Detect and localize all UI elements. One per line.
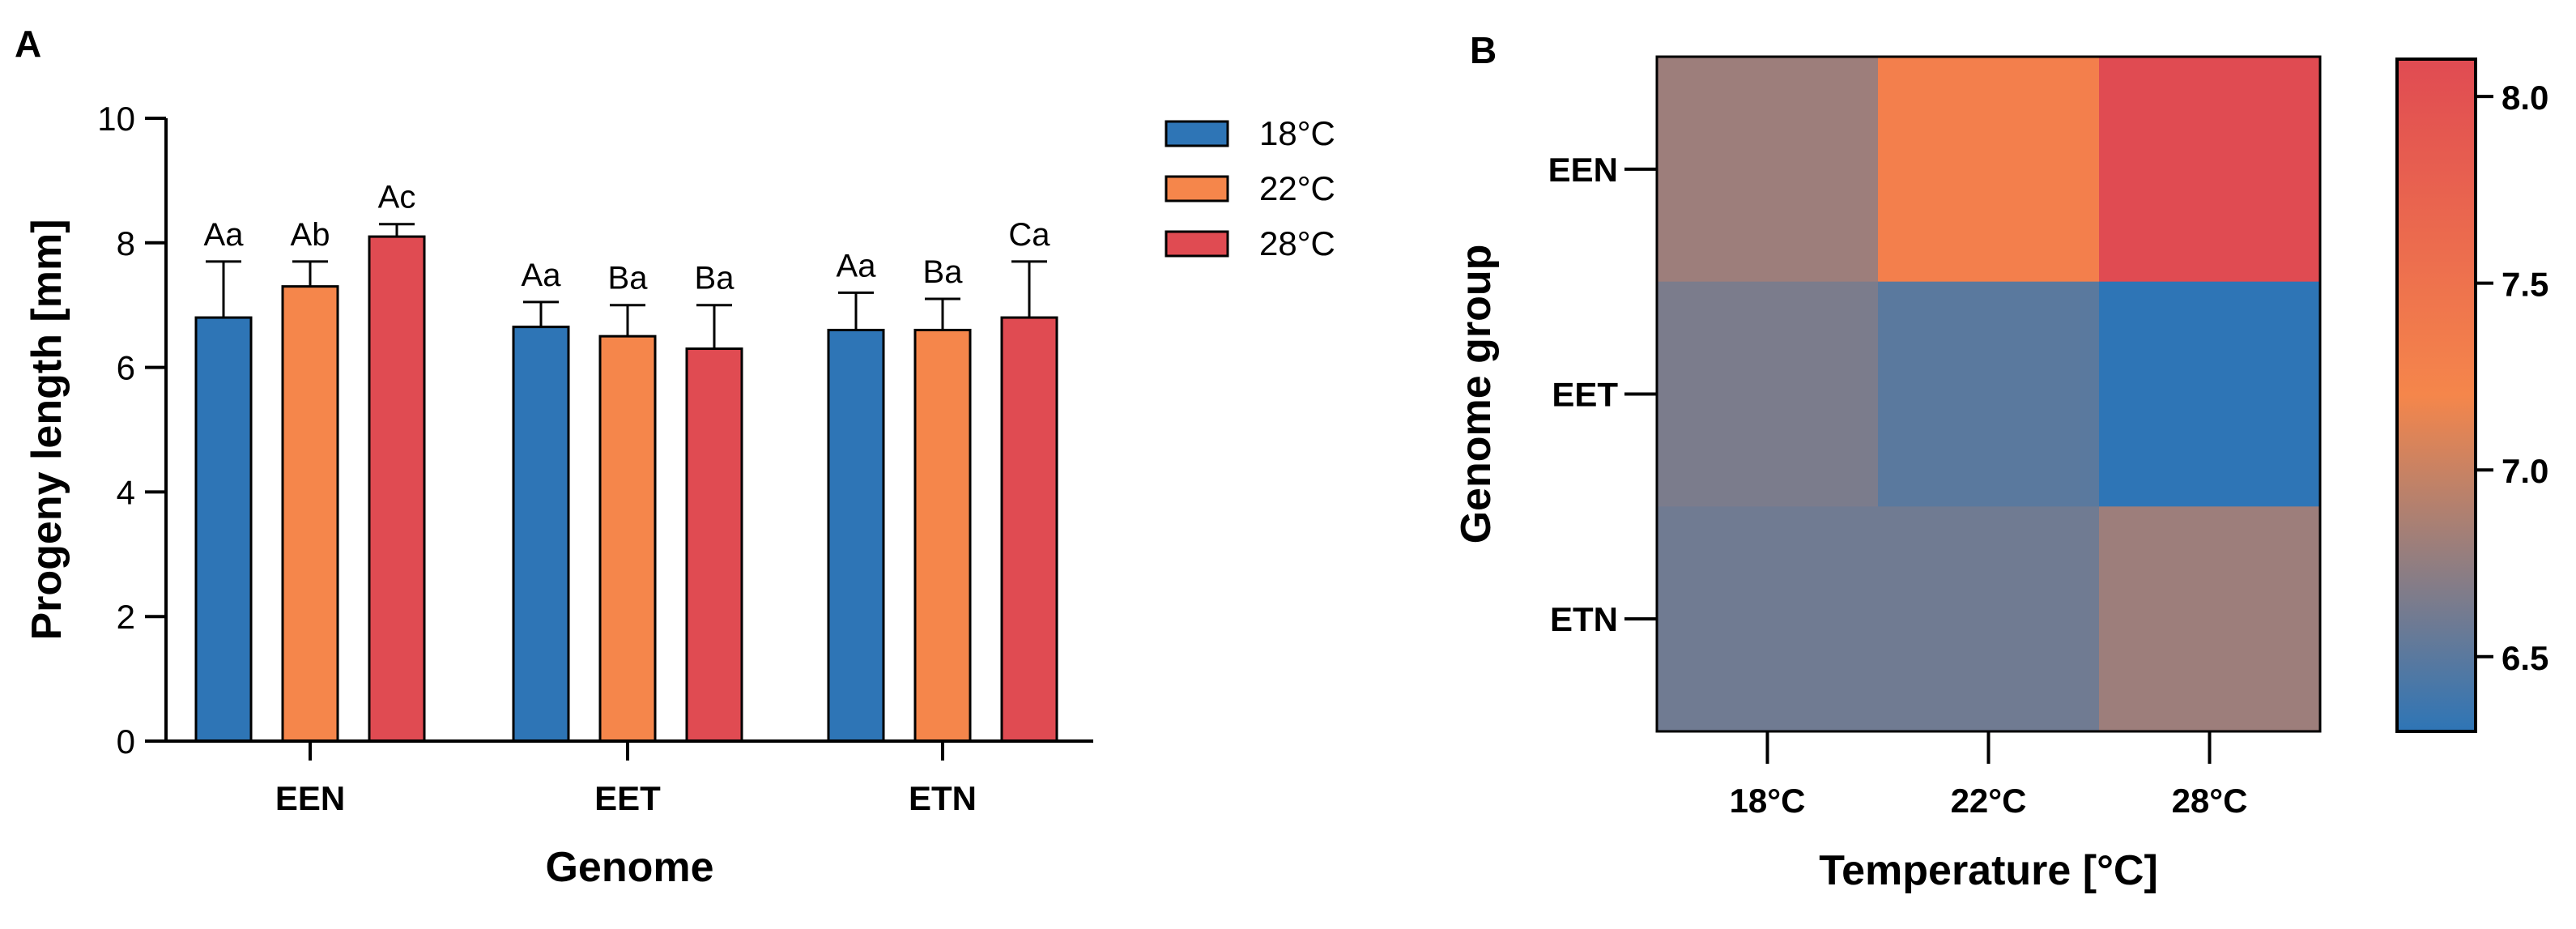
bar-een-1 bbox=[281, 285, 339, 743]
legend-label: 28°C bbox=[1259, 224, 1335, 262]
colorbar-tick-label: 8.0 bbox=[2501, 79, 2548, 117]
y-tick-label: 2 bbox=[117, 598, 135, 636]
y-tick-label: 8 bbox=[117, 224, 135, 262]
bar-eet-0 bbox=[512, 326, 570, 743]
heatmap-x-tick-label: 22°C bbox=[1951, 782, 2027, 820]
legend-swatch bbox=[1165, 120, 1229, 147]
heatmap-y-tick-label-eet: EET bbox=[1552, 376, 1618, 414]
heatmap-cell-etn-0 bbox=[1657, 506, 1879, 732]
heatmap-cell-een-2 bbox=[2099, 57, 2321, 283]
significance-label: Ba bbox=[695, 261, 735, 296]
heatmap-cell-etn-2 bbox=[2099, 506, 2321, 732]
bar-etn-2 bbox=[1000, 316, 1058, 743]
y-tick-label: 6 bbox=[117, 349, 135, 387]
legend: 18°C 22°C 28°C bbox=[1165, 114, 1335, 262]
legend-swatch bbox=[1165, 175, 1229, 202]
significance-label: Ac bbox=[378, 180, 416, 215]
significance-label: Ba bbox=[923, 254, 964, 290]
legend-swatch bbox=[1165, 230, 1229, 258]
significance-label: Aa bbox=[522, 258, 562, 293]
legend-label: 18°C bbox=[1259, 114, 1335, 152]
significance-label: Ca bbox=[1008, 217, 1050, 253]
heatmap-chart: EEN EET ETN 18°C 22°C 28°C Genome group Tempe… bbox=[1453, 55, 2548, 894]
heatmap-y-tick-label-een: EEN bbox=[1548, 151, 1618, 189]
x-tick-label-een: EEN bbox=[275, 779, 345, 817]
x-tick-label-etn: ETN bbox=[909, 779, 977, 817]
heatmap-cell-een-0 bbox=[1657, 57, 1879, 283]
colorbar bbox=[2395, 58, 2477, 733]
y-tick-label: 10 bbox=[97, 100, 135, 138]
bar-een-2 bbox=[368, 235, 426, 743]
x-axis-title: Genome bbox=[545, 844, 713, 891]
colorbar-tick-label: 7.5 bbox=[2501, 266, 2548, 304]
heatmap-x-axis-title: Temperature [°C] bbox=[1819, 847, 2158, 894]
heatmap-cell-etn-1 bbox=[1878, 506, 2100, 732]
bar-etn-0 bbox=[827, 328, 885, 743]
panel-label-b: B bbox=[1470, 29, 1497, 71]
bar-eet-1 bbox=[598, 335, 657, 743]
heatmap-cell-een-1 bbox=[1878, 57, 2100, 283]
colorbar-tick-label: 7.0 bbox=[2501, 452, 2548, 490]
panel-label-a: A bbox=[15, 23, 41, 65]
significance-label: Aa bbox=[204, 217, 245, 253]
heatmap-y-axis-title: Genome group bbox=[1453, 245, 1500, 544]
x-tick-label-eet: EET bbox=[594, 779, 661, 817]
y-tick-label: 4 bbox=[117, 473, 135, 511]
significance-label: Aa bbox=[837, 248, 877, 283]
significance-label: Ab bbox=[291, 217, 330, 253]
heatmap-cell-eet-0 bbox=[1657, 281, 1879, 507]
heatmap-x-tick-label: 28°C bbox=[2172, 782, 2248, 820]
bar-een-0 bbox=[194, 316, 253, 743]
heatmap-cell-eet-1 bbox=[1878, 281, 2100, 507]
heatmap-y-tick-label-etn: ETN bbox=[1550, 600, 1618, 638]
legend-label: 22°C bbox=[1259, 169, 1335, 207]
bar-chart: Aa Ab Ac Aa Ba Ba Aa Ba Ca 0 2 4 6 8 10 EEN EET ETN Prog… bbox=[23, 100, 1335, 891]
y-axis-title: Progeny length [mm] bbox=[23, 219, 70, 640]
colorbar-tick-label: 6.5 bbox=[2501, 639, 2548, 677]
bar-eet-2 bbox=[685, 347, 743, 743]
y-tick-label: 0 bbox=[117, 722, 135, 761]
bar-etn-1 bbox=[913, 328, 972, 743]
heatmap-cell-eet-2 bbox=[2099, 281, 2321, 507]
heatmap-x-tick-label: 18°C bbox=[1730, 782, 1806, 820]
significance-label: Ba bbox=[608, 261, 649, 296]
